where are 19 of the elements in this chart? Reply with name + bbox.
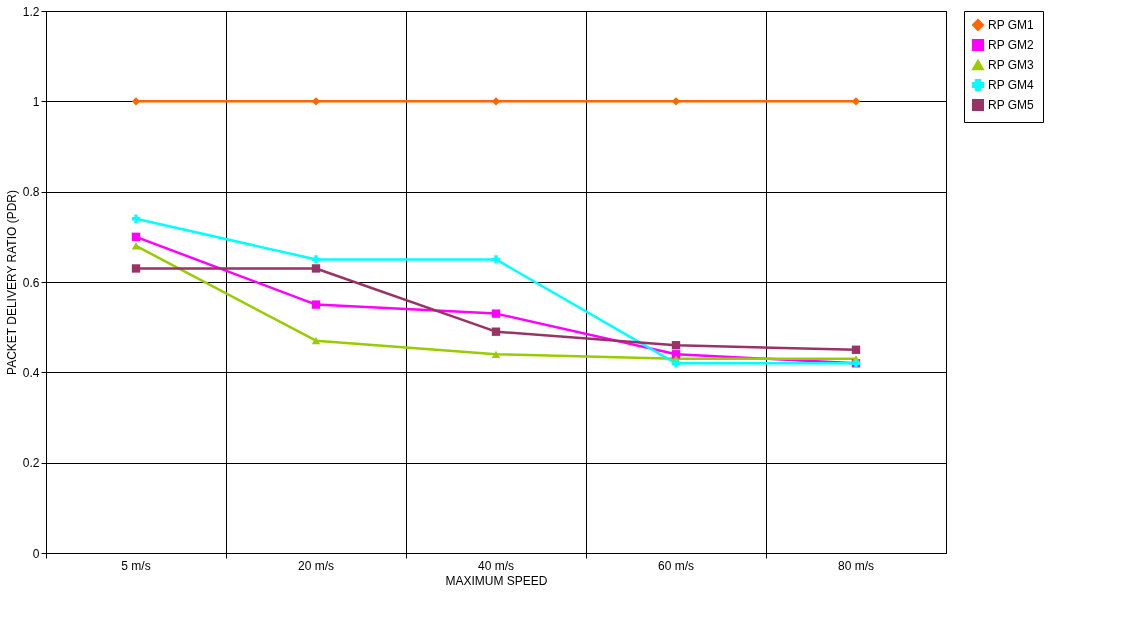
y-tick-label: 0.6 — [22, 275, 40, 290]
x-tick-label: 40 m/s — [477, 558, 515, 573]
y-tick-label: 0.2 — [22, 456, 40, 471]
legend-label: RP GM3 — [988, 58, 1035, 72]
x-tick-label: 60 m/s — [657, 558, 695, 573]
y-tick-label: 0.8 — [22, 185, 40, 200]
y-tick-label: 0 — [32, 546, 40, 561]
legend-label: RP GM5 — [988, 98, 1035, 112]
legend-label: RP GM4 — [988, 78, 1035, 92]
legend-label: RP GM2 — [988, 38, 1035, 52]
y-tick-label: 1.2 — [22, 4, 40, 19]
x-tick-label: 5 m/s — [121, 558, 151, 573]
x-tick-label: 80 m/s — [837, 558, 875, 573]
y-tick-label: 1 — [32, 94, 40, 109]
x-tick-label: 20 m/s — [297, 558, 335, 573]
y-tick-label: 0.4 — [22, 365, 40, 380]
y-axis-title: PACKET DELIVERY RATIO (PDR) — [4, 190, 19, 375]
legend-label: RP GM1 — [988, 18, 1035, 32]
x-axis-title: MAXIMUM SPEED — [445, 573, 548, 588]
